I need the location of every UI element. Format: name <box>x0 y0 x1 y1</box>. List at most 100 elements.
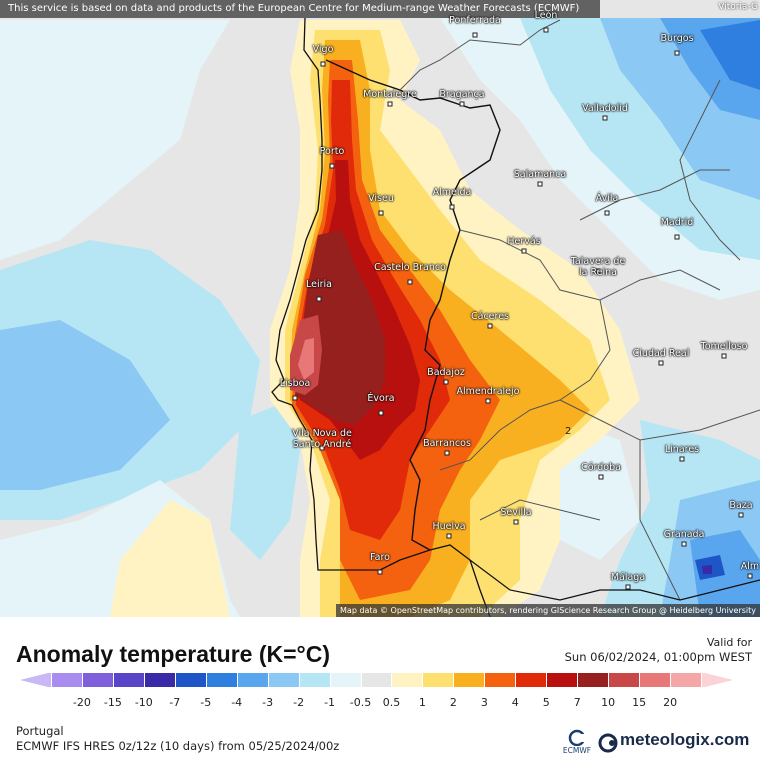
color-scale-tick: -5 <box>200 696 212 709</box>
color-scale-segment <box>670 672 703 688</box>
color-scale-segment <box>546 672 579 688</box>
color-scale-tick: -0.5 <box>349 696 372 709</box>
city-label: Salamanca <box>513 169 567 180</box>
city-label: Valladolid <box>582 103 628 114</box>
color-scale-segment <box>391 672 424 688</box>
city-label: Montalegre <box>363 89 417 100</box>
color-scale-tick: 7 <box>573 696 581 709</box>
color-scale-tick: 3 <box>480 696 488 709</box>
color-scale-segment <box>143 672 176 688</box>
color-scale-bar <box>20 672 733 688</box>
city-label: Vigo <box>312 44 334 55</box>
city-marker <box>543 27 549 33</box>
osm-attribution[interactable]: Map data © OpenStreetMap contributors, r… <box>336 604 760 617</box>
city-marker <box>407 279 413 285</box>
legend-title: Anomaly temperature (K=°C) <box>16 641 331 667</box>
color-scale-tick: 2 <box>449 696 457 709</box>
city-marker <box>319 445 325 451</box>
color-scale-segment <box>205 672 238 688</box>
city-label: Ávila <box>595 193 619 204</box>
color-scale-segment <box>20 672 52 688</box>
color-scale-tick: 4 <box>511 696 519 709</box>
color-scale-segment <box>608 672 641 688</box>
city-marker <box>604 210 610 216</box>
city-marker <box>444 450 450 456</box>
valid-label: Valid for <box>706 636 752 649</box>
city-label: Cáceres <box>470 311 510 322</box>
color-scale-segment <box>515 672 548 688</box>
city-marker <box>513 519 519 525</box>
city-marker <box>487 323 493 329</box>
city-marker <box>377 569 383 575</box>
city-label: Castelo Branco <box>374 262 446 273</box>
color-scale-segment <box>484 672 517 688</box>
city-marker <box>378 210 384 216</box>
city-label: Lisboa <box>279 378 311 389</box>
weather-map[interactable]: This service is based on data and produc… <box>0 0 760 617</box>
city-marker <box>459 101 465 107</box>
city-label: Almendralejo <box>456 386 520 397</box>
city-marker <box>674 50 680 56</box>
city-marker <box>537 181 543 187</box>
city-label: Granada <box>663 529 705 540</box>
model-run-info: ECMWF IFS HRES 0z/12z (10 days) from 05/… <box>16 739 340 753</box>
color-scale-segment <box>236 672 269 688</box>
color-scale-tick: -3 <box>262 696 274 709</box>
valid-date: Sun 06/02/2024, 01:00pm WEST <box>564 650 752 664</box>
color-scale-segment <box>639 672 672 688</box>
city-marker <box>681 541 687 547</box>
color-scale-segment <box>577 672 610 688</box>
city-label: Madrid <box>660 217 694 228</box>
city-label: Viseu <box>368 193 394 204</box>
city-marker <box>387 101 393 107</box>
color-scale-segment <box>298 672 331 688</box>
color-scale-tick: -1 <box>324 696 336 709</box>
city-marker <box>446 533 452 539</box>
color-scale-tick: 20 <box>663 696 678 709</box>
meteologix-logo-icon <box>598 733 618 753</box>
corner-label: Vitoria-G <box>718 2 758 12</box>
city-marker <box>747 573 753 579</box>
city-label: Sevilla <box>500 507 532 518</box>
city-label: Burgos <box>660 33 694 44</box>
color-scale-tick: 0.5 <box>382 696 401 709</box>
city-marker <box>292 395 298 401</box>
city-label: Ciudad Real <box>632 348 690 359</box>
color-scale-tick: 5 <box>542 696 550 709</box>
color-scale-segment <box>701 672 733 688</box>
city-label: Talavera de la Reina <box>570 256 626 278</box>
city-marker <box>738 512 744 518</box>
color-scale-segment <box>453 672 486 688</box>
city-label: Ponferrada <box>449 15 501 26</box>
city-marker <box>598 474 604 480</box>
city-marker <box>602 115 608 121</box>
city-label: Porto <box>319 146 345 157</box>
anomaly-field <box>0 17 760 617</box>
color-scale-segment <box>329 672 362 688</box>
color-scale-tick: 1 <box>418 696 426 709</box>
color-scale-tick: 10 <box>601 696 616 709</box>
city-label: Málaga <box>610 572 646 583</box>
color-scale-tick: -2 <box>293 696 305 709</box>
city-marker <box>595 268 601 274</box>
city-label: Barrancos <box>423 438 471 449</box>
city-label: Hervás <box>507 236 541 247</box>
region-name: Portugal <box>16 724 64 738</box>
color-scale-tick: -20 <box>72 696 91 709</box>
city-label: León <box>534 10 558 21</box>
city-label: Linares <box>664 444 700 455</box>
city-marker <box>378 410 384 416</box>
ecmwf-label: ECMWF <box>562 746 592 755</box>
city-label: Almeida <box>432 187 472 198</box>
color-scale-segment <box>267 672 300 688</box>
brand-area: ECMWF meteologix.com <box>560 726 755 760</box>
city-label: Évora <box>367 393 395 404</box>
city-marker <box>316 296 322 302</box>
contour-label: 2 <box>565 426 572 437</box>
color-scale-tick: 15 <box>632 696 647 709</box>
meteologix-brand[interactable]: meteologix.com <box>620 730 750 749</box>
color-scale-segment <box>81 672 114 688</box>
color-scale-tick: -15 <box>103 696 122 709</box>
city-marker <box>329 163 335 169</box>
city-label: Córdoba <box>581 462 621 473</box>
